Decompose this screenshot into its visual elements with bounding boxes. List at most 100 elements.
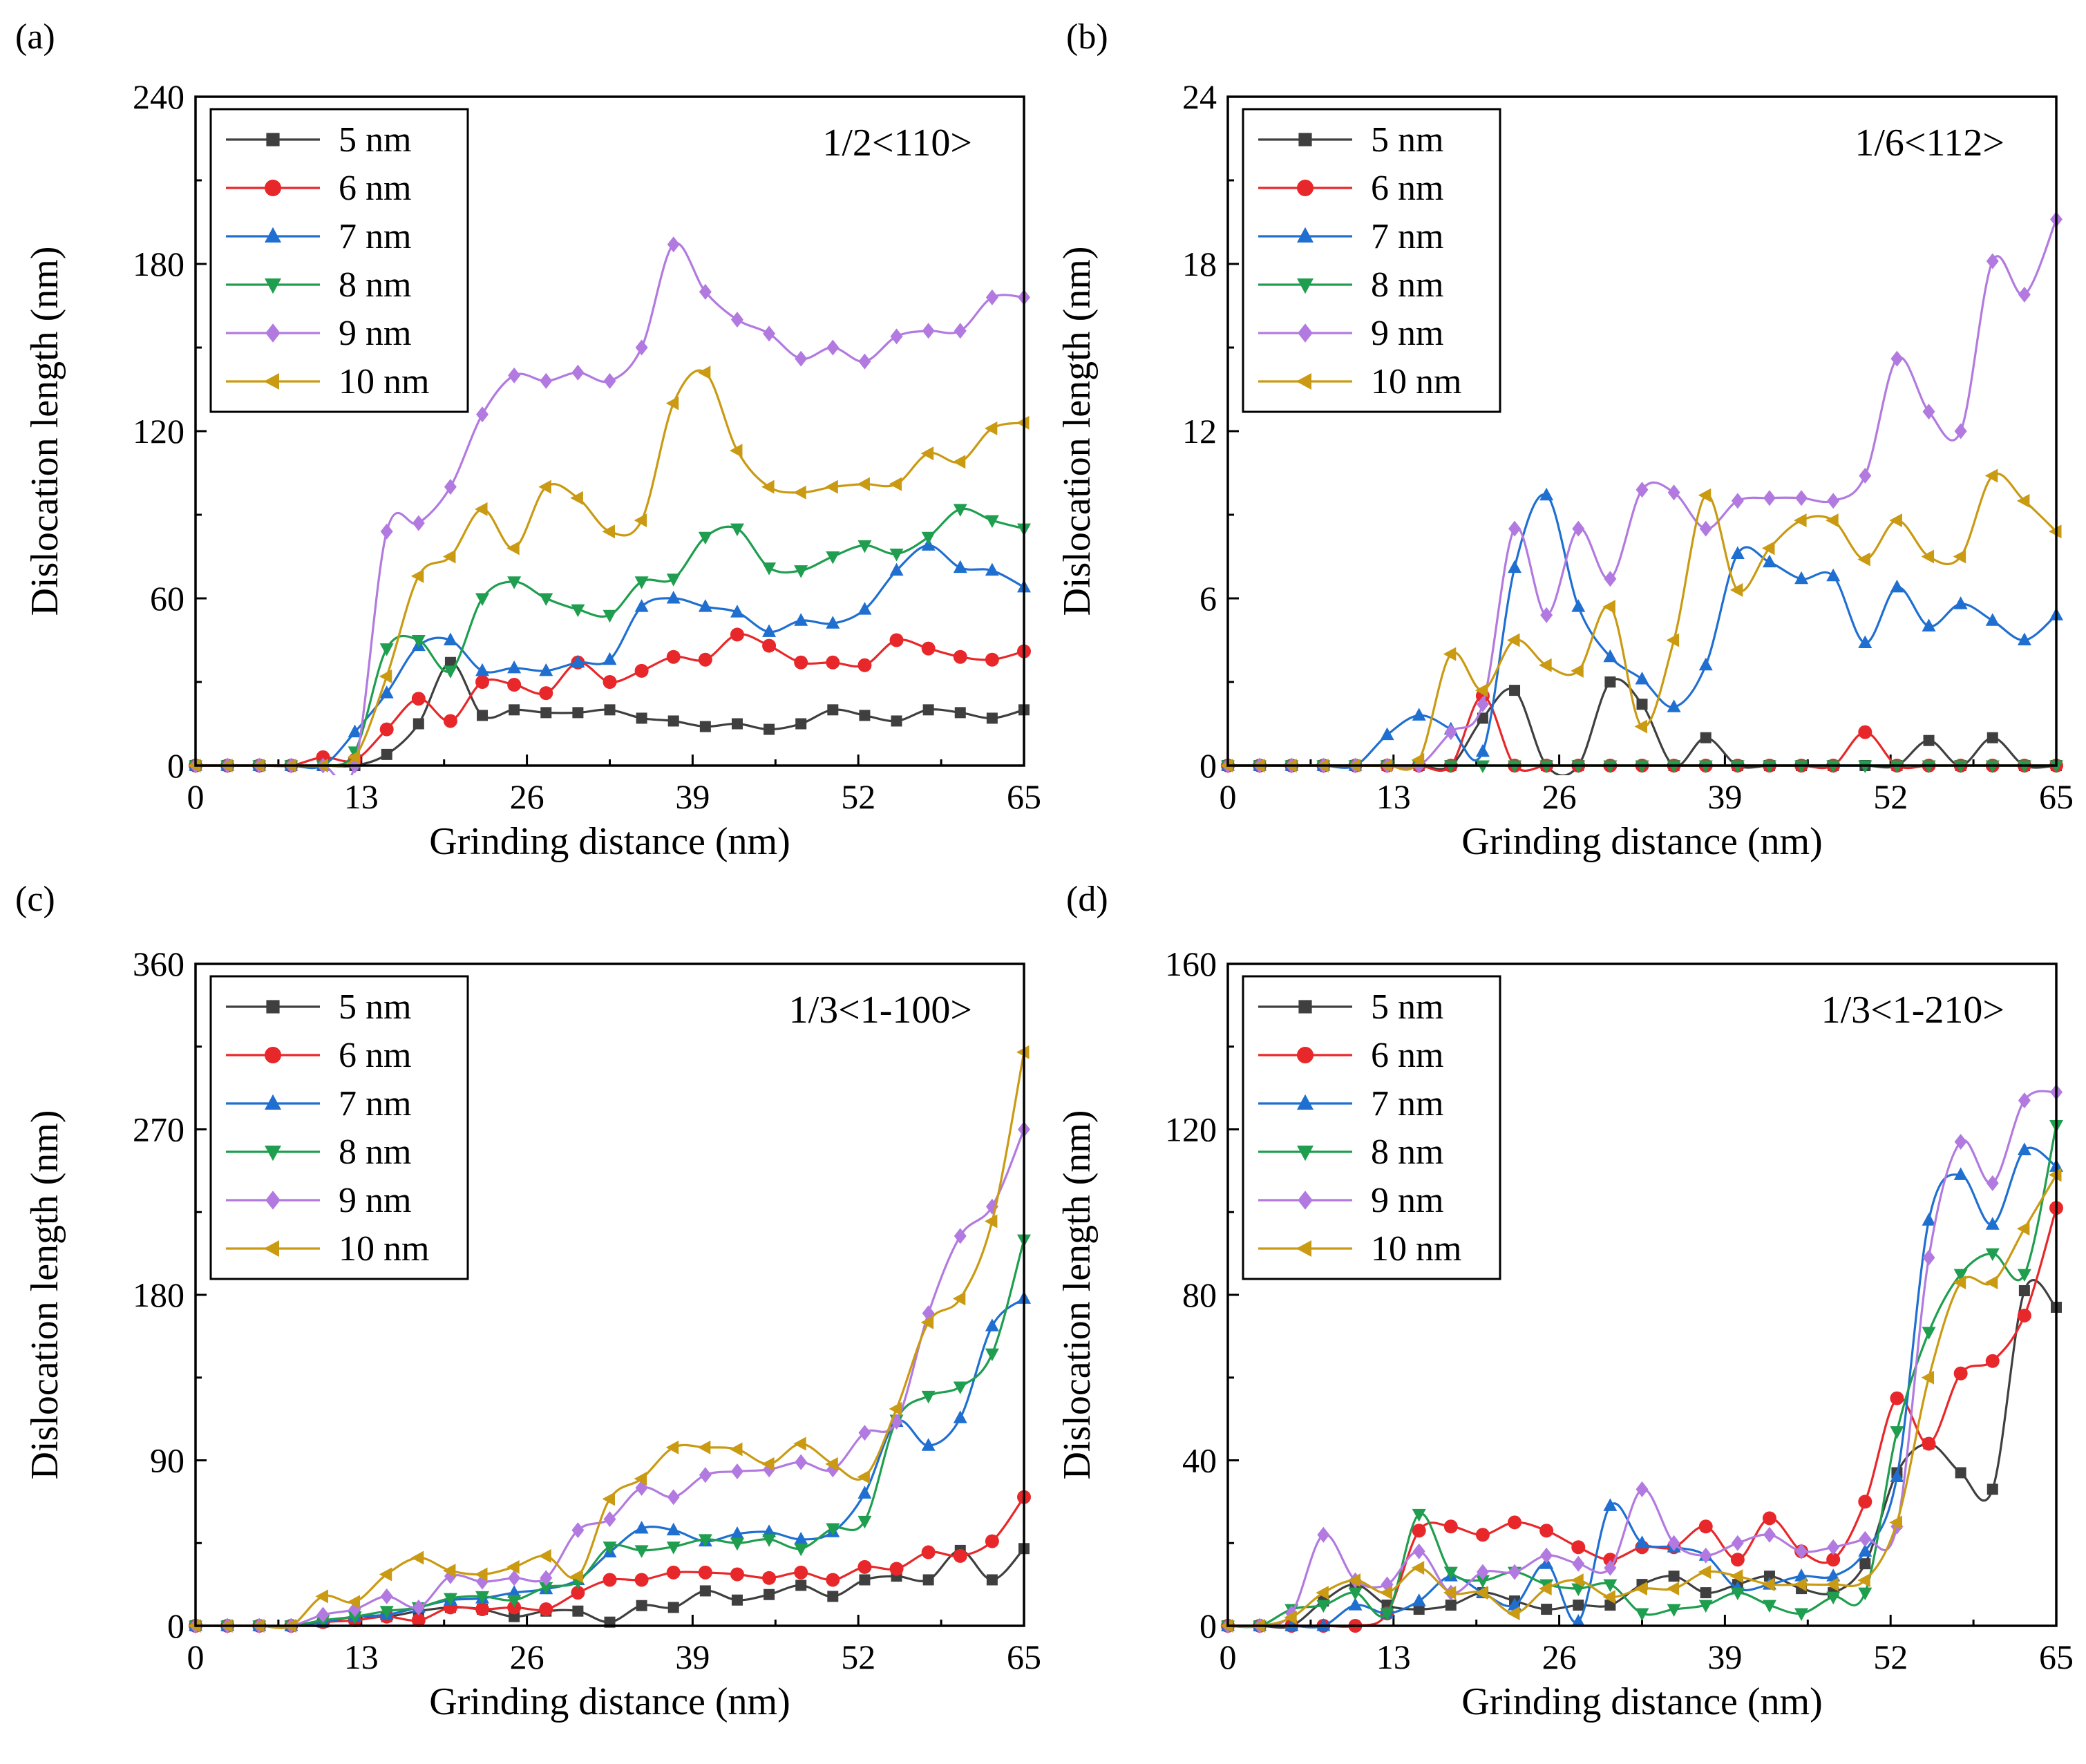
x-tick-label: 39 [675, 777, 710, 816]
marker-triangle-left [602, 524, 615, 539]
marker-diamond [858, 1425, 871, 1441]
marker-triangle-up [794, 613, 808, 626]
marker-diamond [476, 406, 489, 423]
marker-triangle-down [1953, 1269, 1968, 1282]
legend: 5 nm 6 nm 7 nm 8 nm 9 nm 10 nm [1242, 975, 1501, 1280]
marker-diamond [985, 289, 998, 305]
legend-item: 8 nm [1258, 1132, 1443, 1172]
marker-triangle-left [1761, 541, 1775, 556]
legend-label: 9 nm [339, 1181, 411, 1220]
y-tick-label: 12 [1182, 412, 1217, 451]
marker-diamond [1444, 724, 1457, 741]
plot-area [1220, 1084, 2063, 1634]
marker-triangle-up [1826, 568, 1841, 582]
marker-square [509, 1611, 520, 1622]
marker-diamond [1540, 1547, 1553, 1564]
legend-item: 5 nm [226, 987, 411, 1027]
marker-square [1859, 1558, 1871, 1570]
legend-label: 8 nm [339, 265, 411, 305]
legend-label: 5 nm [1371, 987, 1443, 1027]
marker-triangle-down [1730, 1587, 1745, 1601]
legend: 5 nm 6 nm 7 nm 8 nm 9 nm 10 nm [1242, 108, 1501, 413]
marker-triangle-left [1602, 1590, 1615, 1604]
marker-circle [762, 1571, 777, 1585]
legend-item: 10 nm [1258, 1229, 1461, 1269]
y-tick-label: 240 [133, 77, 184, 116]
marker-square [1987, 1483, 1998, 1495]
marker-triangle-left [347, 750, 361, 764]
marker-triangle-left [761, 1457, 775, 1471]
marker-triangle-up [265, 227, 281, 243]
marker-diamond [1604, 571, 1617, 587]
x-axis-title: Grinding distance (nm) [429, 1680, 790, 1723]
marker-circle [1571, 1540, 1586, 1555]
marker-triangle-left [1411, 1561, 1425, 1575]
y-axis-title: Dislocation length (nm) [23, 246, 66, 616]
series-8-nm [1221, 1120, 2063, 1633]
marker-triangle-left [1571, 663, 1584, 678]
marker-square [954, 707, 966, 719]
marker-square [1477, 712, 1488, 724]
marker-diamond [795, 1454, 808, 1470]
marker-circle [794, 655, 808, 670]
marker-square [1955, 1467, 1966, 1479]
marker-circle [411, 692, 426, 706]
marker-diamond [1540, 607, 1553, 623]
marker-square [859, 1574, 871, 1586]
marker-diamond [1412, 1543, 1425, 1559]
marker-square [1445, 1600, 1457, 1611]
marker-square [1604, 676, 1616, 687]
marker-diamond [2018, 286, 2031, 303]
legend-label: 10 nm [1371, 362, 1461, 401]
marker-triangle-up [1922, 1213, 1936, 1226]
legend-box [1242, 108, 1501, 413]
marker-triangle-up [1603, 649, 1618, 663]
marker-triangle-left [1602, 600, 1615, 614]
legend-item: 7 nm [226, 217, 411, 256]
legend-label: 8 nm [1371, 265, 1443, 305]
marker-triangle-up [1794, 1568, 1809, 1582]
marker-triangle-down [698, 1534, 712, 1547]
legend-item: 9 nm [1258, 314, 1443, 353]
marker-triangle-up [1475, 743, 1490, 757]
marker-diamond [699, 283, 712, 300]
marker-circle [1953, 1366, 1968, 1381]
x-axis-title: Grinding distance (nm) [1461, 820, 1823, 863]
marker-diamond [1298, 323, 1313, 343]
marker-triangle-left [1539, 658, 1552, 672]
marker-diamond [1317, 1526, 1330, 1543]
marker-diamond [667, 1489, 680, 1506]
marker-triangle-left [697, 1440, 711, 1454]
marker-square [699, 1585, 711, 1597]
marker-circle [475, 1602, 490, 1617]
marker-triangle-up [1698, 657, 1713, 671]
x-tick-label: 0 [187, 1638, 205, 1676]
annotation-label: 1/3<1-210> [1821, 989, 2004, 1032]
marker-circle [889, 1562, 904, 1576]
marker-triangle-up [794, 1531, 808, 1545]
marker-triangle-left [729, 444, 743, 458]
marker-diamond [1667, 1535, 1680, 1551]
marker-triangle-up [571, 654, 585, 668]
marker-diamond [1508, 520, 1521, 537]
marker-triangle-left [570, 1569, 583, 1584]
marker-square [795, 1580, 807, 1591]
x-tick-label: 13 [344, 1638, 379, 1676]
marker-circle [1858, 725, 1872, 739]
marker-triangle-up [1953, 1167, 1968, 1180]
marker-triangle-up [889, 562, 904, 576]
marker-diamond [1795, 490, 1808, 506]
marker-triangle-left [1443, 647, 1457, 661]
marker-triangle-up [1508, 1597, 1522, 1611]
legend-item: 10 nm [226, 362, 429, 401]
marker-triangle-left [1475, 1586, 1488, 1600]
marker-diamond [1859, 1530, 1872, 1547]
marker-triangle-up [1794, 571, 1809, 585]
y-axis-title: Dislocation length (nm) [1056, 246, 1099, 616]
marker-triangle-left [538, 480, 551, 494]
marker-triangle-up [666, 1522, 681, 1536]
series-6-nm [189, 627, 1031, 772]
marker-triangle-left [665, 1440, 679, 1454]
legend-item: 8 nm [1258, 265, 1443, 305]
marker-triangle-up [539, 663, 553, 676]
